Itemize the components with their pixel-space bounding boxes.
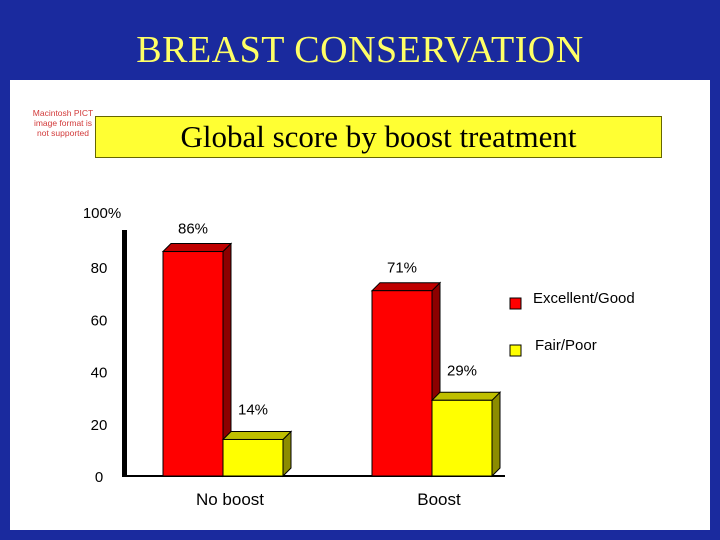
legend-swatch	[509, 344, 522, 357]
bar-fair-poor-no-boost	[221, 430, 293, 478]
chart-title: Global score by boost treatment	[95, 116, 662, 158]
frame-left-border	[0, 0, 10, 540]
y-tick-label: 80	[91, 260, 108, 277]
y-tick-label: 40	[91, 365, 108, 382]
y-tick-label: 0	[95, 469, 103, 486]
y-tick-label: 20	[91, 417, 108, 434]
x-tick-label: No boost	[196, 490, 264, 509]
x-tick-label: Boost	[417, 490, 461, 509]
title-bar	[0, 0, 720, 80]
y-axis	[122, 230, 127, 476]
frame-right-border	[710, 0, 720, 540]
unsupported-image-placeholder: Macintosh PICT image format is not suppo…	[32, 108, 94, 138]
y-tick-label: 60	[91, 312, 108, 329]
data-label: 29%	[447, 362, 477, 379]
y-tick-label: 100%	[83, 205, 121, 222]
legend-swatch	[509, 297, 522, 310]
data-label: 71%	[387, 260, 417, 277]
legend-label: Fair/Poor	[535, 337, 597, 354]
bar-fair-poor-boost	[430, 391, 502, 478]
frame-bottom-border	[0, 530, 720, 540]
bar-excellent-good-boost	[370, 281, 442, 478]
data-label: 14%	[238, 401, 268, 418]
bar-excellent-good-no-boost	[161, 242, 233, 478]
data-label: 86%	[178, 221, 208, 238]
page-title: BREAST CONSERVATION	[136, 29, 584, 71]
legend-label: Excellent/Good	[533, 290, 635, 307]
